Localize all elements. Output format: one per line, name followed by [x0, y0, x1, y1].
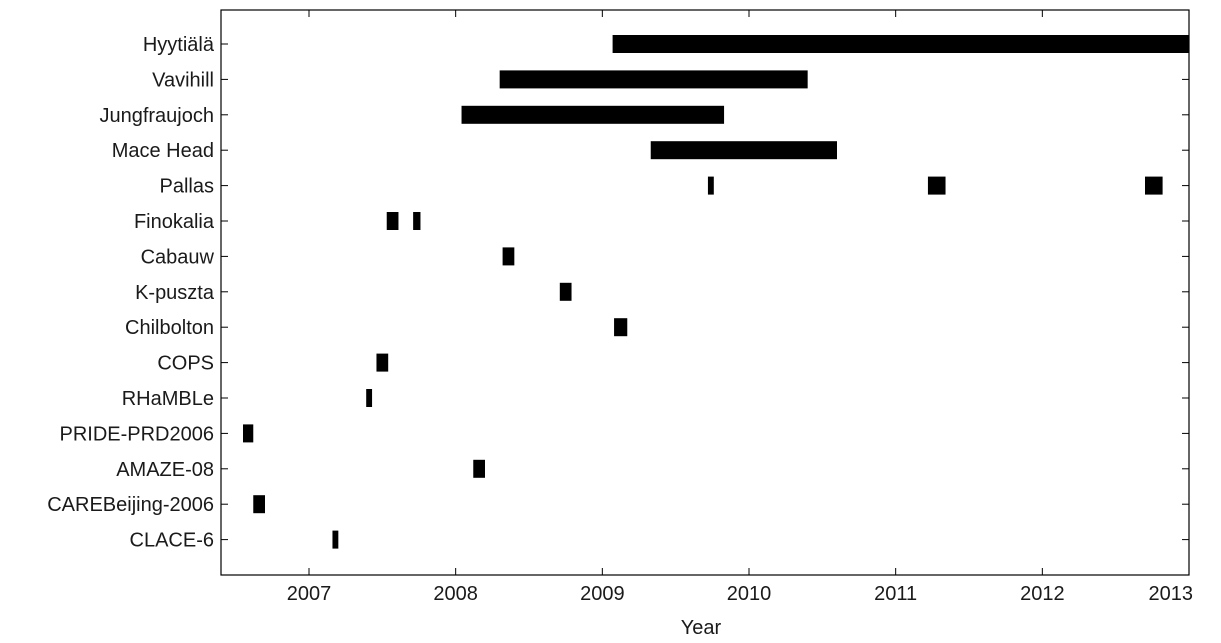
timeline-bar — [559, 282, 572, 301]
y-tick-label: CAREBeijing-2006 — [47, 494, 214, 516]
timeline-bar — [650, 141, 837, 160]
timeline-bar — [413, 212, 421, 230]
x-tick-label: 2012 — [1020, 583, 1065, 605]
y-tick-label: AMAZE-08 — [116, 459, 214, 481]
y-tick-label: COPS — [157, 353, 214, 375]
x-tick-label: 2013 — [1149, 583, 1194, 605]
timeline-bar — [927, 176, 946, 195]
y-tick-label: CLACE-6 — [130, 530, 214, 552]
timeline-bar — [332, 530, 339, 549]
timeline-bar — [612, 35, 1189, 53]
x-tick-label: 2010 — [727, 583, 772, 605]
y-tick-label: Finokalia — [134, 211, 215, 233]
y-tick-label: Pallas — [160, 176, 214, 198]
timeline-bar — [502, 247, 515, 266]
timeline-bar — [1145, 176, 1163, 195]
timeline-bar — [707, 176, 714, 195]
y-tick-label: Mace Head — [112, 140, 214, 162]
x-tick-label: 2007 — [287, 583, 332, 605]
timeline-bar — [461, 105, 725, 124]
y-tick-label: K-puszta — [135, 282, 215, 304]
bars — [243, 35, 1189, 549]
x-axis: 2007 2008 2009 2010 2011 2012 2013 — [287, 10, 1193, 605]
y-tick-label: RHaMBLe — [122, 388, 214, 410]
timeline-bar — [499, 70, 808, 89]
y-tick-label: Chilbolton — [125, 317, 214, 339]
x-axis-label: Year — [681, 617, 722, 639]
timeline-bar — [366, 389, 373, 407]
x-tick-label: 2009 — [580, 583, 625, 605]
timeline-bar — [243, 424, 254, 443]
timeline-bar — [614, 318, 628, 337]
plot-frame — [220, 9, 1190, 576]
y-axis: Hyytiälä Vavihill Jungfraujoch Mace Head Pal… — [47, 34, 1189, 552]
timeline-bar — [376, 353, 389, 372]
y-tick-label: Cabauw — [141, 246, 215, 268]
x-tick-label: 2008 — [433, 583, 478, 605]
timeline-bar — [473, 459, 485, 478]
timeline-bar — [253, 495, 265, 514]
x-tick-label: 2011 — [874, 583, 917, 605]
timeline-bar — [386, 212, 399, 230]
y-tick-label: Hyytiälä — [143, 34, 215, 56]
y-tick-label: PRIDE-PRD2006 — [59, 423, 214, 445]
y-tick-label: Vavihill — [152, 69, 214, 91]
y-tick-label: Jungfraujoch — [99, 105, 214, 127]
